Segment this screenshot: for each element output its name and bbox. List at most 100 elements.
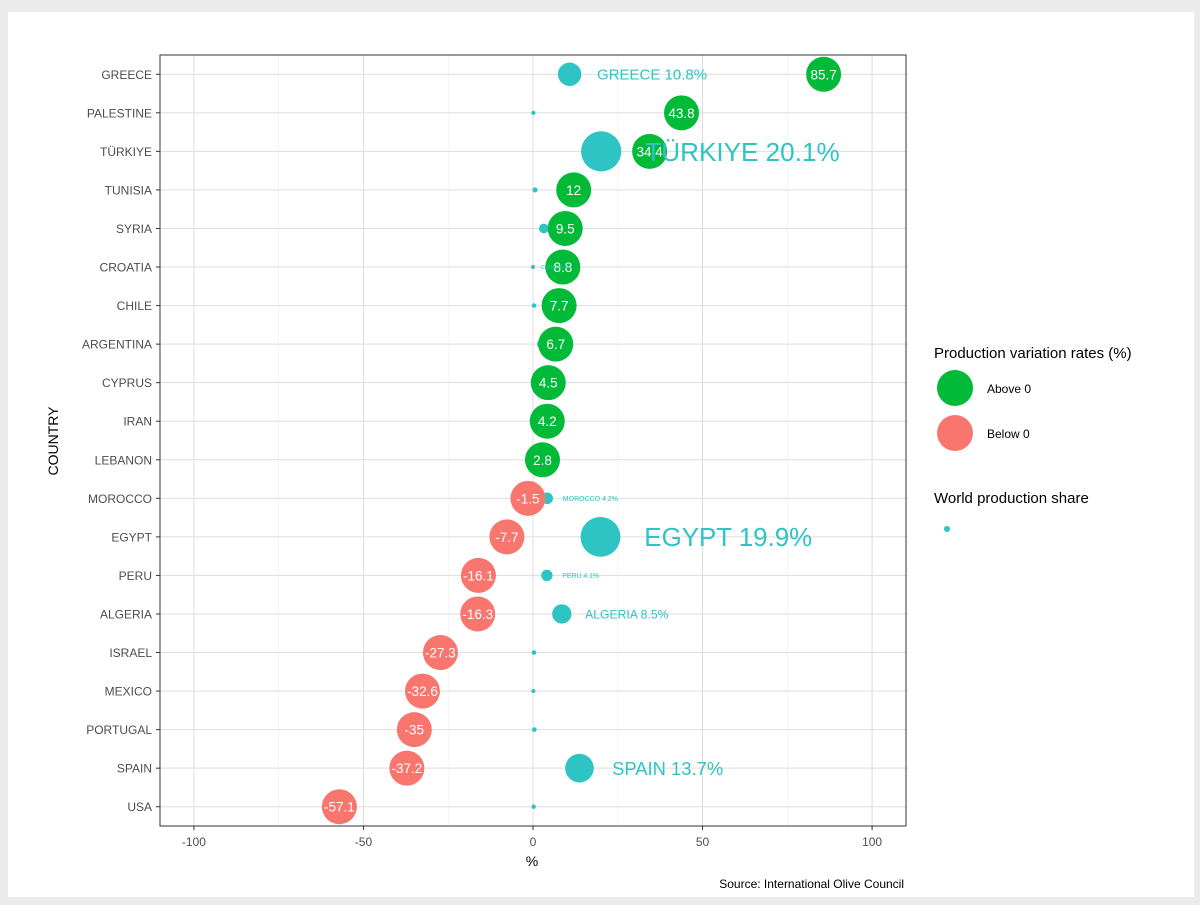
variation-label: -57.1 — [324, 800, 355, 815]
x-tick-label: -50 — [355, 835, 373, 849]
share-label: ALGERIA 8.5% — [585, 607, 668, 621]
y-tick-label: LEBANON — [95, 453, 152, 467]
share-point — [541, 569, 553, 582]
share-point — [538, 223, 549, 234]
share-point — [531, 688, 536, 694]
variation-label: 2.8 — [533, 453, 552, 468]
x-axis-title: % — [526, 853, 538, 869]
variation-label: -16.3 — [462, 607, 493, 622]
variation-label: -27.3 — [425, 646, 456, 661]
variation-point — [556, 172, 592, 208]
variation-point — [530, 365, 566, 401]
share-point — [581, 131, 622, 172]
y-tick-label: PERU — [119, 569, 152, 583]
variation-label: -7.7 — [495, 530, 518, 545]
variation-label: 7.7 — [550, 299, 569, 314]
variation-label: 8.8 — [553, 260, 572, 275]
y-tick-label: CHILE — [117, 299, 152, 313]
legend-key-below — [937, 415, 973, 451]
share-label: TÜRKIYE 20.1% — [645, 137, 839, 167]
x-axis: -100 -50 0 50 100 — [182, 826, 882, 849]
variation-point — [389, 750, 425, 786]
variation-label: -1.5 — [516, 491, 539, 506]
legend-key-above — [937, 370, 973, 406]
y-tick-label: EGYPT — [111, 530, 152, 544]
share-point — [531, 727, 537, 732]
y-tick-label: SYRIA — [116, 222, 152, 236]
y-tick-label: PALESTINE — [87, 106, 152, 120]
variation-point — [510, 480, 546, 516]
share-label: SPAIN 13.7% — [612, 758, 723, 779]
data-layer: 85.7 43.8 34.4 12 9.5 8.8 7.7 6.7 4.5 4.2 2.8 -1.5 -… — [321, 56, 842, 825]
share-point — [557, 62, 582, 86]
share-point — [531, 265, 535, 270]
variation-point — [547, 210, 583, 246]
variation-label: 12 — [566, 183, 581, 198]
share-label: MOROCCO 4.2% — [563, 496, 618, 503]
share-point — [531, 110, 536, 115]
variation-point — [422, 635, 458, 671]
variation-label: 85.7 — [810, 67, 836, 82]
y-tick-label: USA — [127, 800, 152, 814]
share-point — [531, 650, 537, 655]
variation-label: -32.6 — [407, 684, 438, 699]
variation-label: 34.4 — [637, 144, 664, 159]
variation-point — [632, 133, 668, 169]
y-tick-label: PORTUGAL — [86, 723, 152, 737]
share-point — [532, 187, 538, 193]
share-label: EGYPT 19.9% — [644, 524, 812, 552]
legend-label-below: Below 0 — [987, 427, 1030, 441]
y-tick-label: ALGERIA — [100, 607, 152, 621]
share-point — [531, 303, 537, 308]
variation-point — [489, 519, 525, 555]
variation-label: 9.5 — [556, 221, 575, 236]
legend-title-share: World production share — [934, 490, 1089, 507]
x-tick-label: 0 — [530, 835, 537, 849]
y-tick-label: IRAN — [123, 415, 152, 429]
share-point — [580, 516, 621, 557]
legend-title-variation: Production variation rates (%) — [934, 345, 1132, 362]
y-tick-label: MEXICO — [105, 685, 152, 699]
variation-label: 6.7 — [546, 337, 565, 352]
y-tick-label: TUNISIA — [105, 183, 152, 197]
y-tick-label: MOROCCO — [88, 492, 152, 506]
variation-point — [460, 596, 496, 632]
legend-key-share — [944, 526, 950, 532]
y-axis-title: COUNTRY — [45, 406, 61, 476]
variation-point — [460, 557, 496, 593]
y-tick-label: SPAIN — [117, 762, 152, 776]
variation-point — [664, 95, 700, 131]
share-point — [531, 804, 536, 809]
y-tick-label: ARGENTINA — [82, 338, 152, 352]
y-tick-label: CYPRUS — [102, 376, 152, 390]
share-point — [565, 753, 594, 783]
legend: Production variation rates (%) Above 0 B… — [934, 345, 1132, 532]
x-tick-label: 100 — [862, 835, 882, 849]
variation-point — [545, 249, 581, 285]
x-tick-label: -100 — [182, 835, 206, 849]
variation-label: 4.5 — [539, 376, 558, 391]
variation-label: -35 — [405, 723, 425, 738]
variation-label: 4.2 — [538, 414, 557, 429]
share-label: CROATIA 0% — [541, 265, 572, 271]
variation-point — [806, 56, 842, 92]
variation-point — [321, 789, 357, 825]
y-tick-label: GREECE — [101, 68, 152, 82]
variation-point — [524, 442, 560, 478]
variation-point — [541, 288, 577, 324]
y-tick-label: CROATIA — [100, 261, 152, 275]
y-tick-label: TÜRKIYE — [100, 145, 152, 159]
y-tick-label: ISRAEL — [109, 646, 152, 660]
x-tick-label: 50 — [696, 835, 710, 849]
legend-label-above: Above 0 — [987, 382, 1031, 396]
share-point — [552, 604, 572, 624]
variation-label: 43.8 — [668, 106, 694, 121]
share-label: PERU 4.1% — [562, 573, 599, 580]
variation-point — [538, 326, 574, 362]
variation-label: -16.1 — [463, 568, 494, 583]
variation-point — [396, 712, 432, 748]
caption: Source: International Olive Council — [719, 877, 904, 891]
variation-label: -37.2 — [391, 761, 422, 776]
variation-point — [404, 673, 440, 709]
